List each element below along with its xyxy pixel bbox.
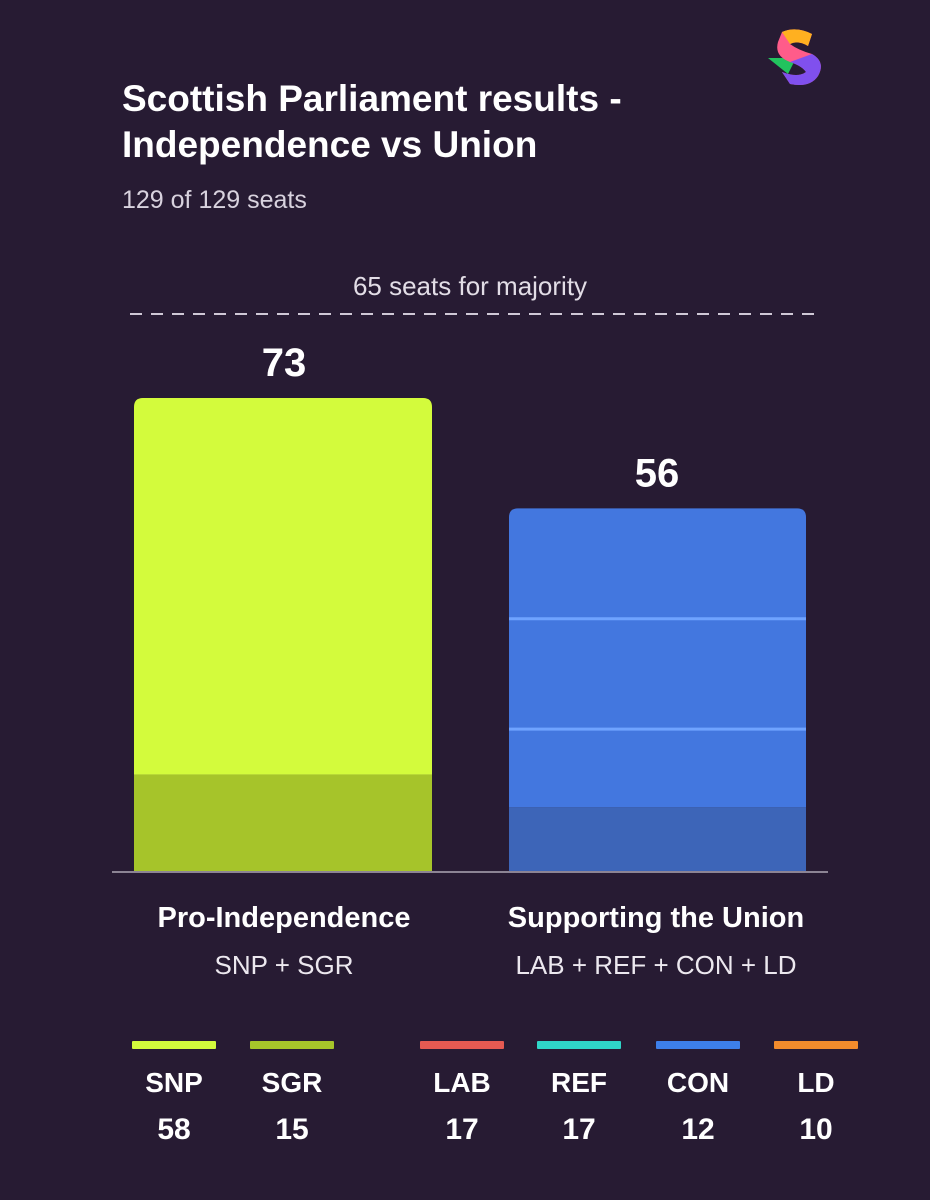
legend-party-name: REF xyxy=(551,1067,607,1098)
legend-seat-count: 12 xyxy=(681,1113,715,1146)
group-parties-union: LAB + REF + CON + LD xyxy=(515,950,797,980)
legend-seat-count: 58 xyxy=(157,1113,191,1146)
legend-seat-count: 15 xyxy=(275,1113,309,1146)
bars-group xyxy=(134,398,806,872)
group-parties-independence: SNP + SGR xyxy=(214,950,354,980)
chart-subtitle: 129 of 129 seats xyxy=(122,186,307,214)
legend-party-name: SNP xyxy=(145,1067,203,1098)
group-label-union: Supporting the Union xyxy=(507,902,805,934)
majority-label: 65 seats for majority xyxy=(352,271,588,301)
legend-item-sgr: SGR 15 xyxy=(237,1041,347,1147)
legend-item-ref: REF 17 xyxy=(524,1041,634,1147)
bar-segment-ld xyxy=(509,807,806,872)
totals-group: 73 56 xyxy=(262,341,680,495)
bar-total-label: 56 xyxy=(635,451,680,495)
legend-item-ld: LD 10 xyxy=(761,1041,871,1147)
group-label-independence: Pro-Independence xyxy=(157,902,411,934)
legend-swatch xyxy=(420,1041,504,1049)
bar-segment-sgr xyxy=(134,774,432,872)
legend-seat-count: 10 xyxy=(799,1113,833,1146)
bar-segment-lab xyxy=(509,508,806,619)
legend-party-name: CON xyxy=(666,1067,730,1098)
legend-item-lab: LAB 17 xyxy=(407,1041,517,1147)
legend-item-con: CON 12 xyxy=(643,1041,753,1147)
bar-segment-con xyxy=(509,729,806,808)
legend-party-name: SGR xyxy=(261,1067,323,1098)
legend-swatch xyxy=(250,1041,334,1049)
brand-logo-icon xyxy=(768,29,821,85)
legend-seat-count: 17 xyxy=(445,1113,479,1146)
legend-swatch xyxy=(774,1041,858,1049)
legend-swatch xyxy=(537,1041,621,1049)
legend-item-snp: SNP 58 xyxy=(119,1041,229,1147)
bar-segment-ref xyxy=(509,618,806,730)
legend-party-name: LAB xyxy=(433,1067,491,1098)
chart-title: Scottish Parliament results - Independen… xyxy=(122,78,622,165)
legend-swatch xyxy=(132,1041,216,1049)
legend-seat-count: 17 xyxy=(562,1113,596,1146)
legend-swatch xyxy=(656,1041,740,1049)
bar-segment-snp xyxy=(134,398,432,775)
legend-party-name: LD xyxy=(797,1067,835,1098)
bar-total-label: 73 xyxy=(262,341,307,385)
